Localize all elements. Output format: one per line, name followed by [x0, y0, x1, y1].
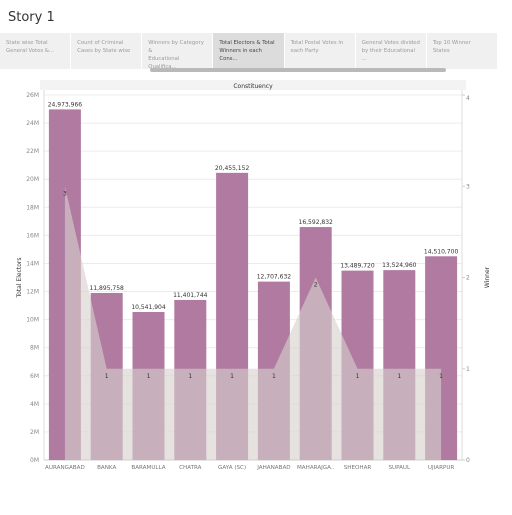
story-tab-label: Winners by Category &: [148, 40, 204, 54]
story-tab-strip: State wise Total General Votes &... Count…: [0, 33, 498, 69]
winner-value-label: 1: [272, 373, 276, 380]
story-tab-7[interactable]: Top 10 Winner States: [427, 33, 498, 69]
x-tick-label: UJIARPUR: [428, 465, 455, 471]
x-tick-label: BARAMULLA: [131, 465, 165, 471]
story-tab-label: Top 10 Winner: [432, 40, 471, 46]
y-tick-label: 8M: [30, 345, 39, 352]
x-tick-label: BANKA: [97, 465, 116, 471]
story-tab-3[interactable]: Winners by Category & Educational Qualifi…: [142, 33, 214, 69]
x-tick-label: SHEOHAR: [344, 465, 372, 471]
winner-value-label: 1: [230, 373, 234, 380]
story-tab-6[interactable]: General Votes divided by their Educationa…: [356, 33, 427, 69]
x-tick-label: GAYA (SC): [218, 465, 246, 471]
winner-value-label: 1: [356, 373, 360, 380]
x-tick-label: JAHANABAD: [256, 465, 290, 471]
y-tick-label: 4M: [30, 401, 39, 408]
winner-value-label: 1: [439, 373, 443, 380]
x-tick-label: SUPAUL: [388, 465, 411, 471]
bar-value-label: 11,401,744: [173, 292, 208, 299]
y-tick-label: 2M: [30, 429, 39, 436]
y-tick-label: 22M: [26, 148, 39, 155]
y-tick-label: 10M: [26, 317, 39, 324]
winner-value-label: 1: [147, 373, 151, 380]
y-tick-label: 14M: [26, 260, 39, 267]
winner-value-label: 1: [397, 373, 401, 380]
y-tick-label: 6M: [30, 373, 39, 380]
story-title: Story 1: [8, 10, 55, 25]
story-tab-1[interactable]: State wise Total General Votes &...: [0, 33, 72, 69]
winner-area: [64, 186, 442, 460]
bar-value-label: 14,510,700: [424, 248, 459, 255]
story-tab-2[interactable]: Count of Criminal Cases by State wise: [71, 33, 143, 69]
bar-value-label: 16,592,832: [299, 219, 334, 226]
story-tab-label: each Party: [290, 48, 319, 54]
bar-value-label: 12,707,632: [257, 274, 292, 281]
winner-value-label: 1: [188, 373, 192, 380]
winner-value-label: 2: [314, 282, 318, 289]
story-tab-4[interactable]: Total Electors & Total Winners in each Co…: [213, 33, 285, 69]
y-tick-label: 24M: [26, 120, 39, 127]
y-tick-label: 18M: [26, 204, 39, 211]
story-tab-5[interactable]: Total Postal Votes in each Party: [285, 33, 356, 69]
bar-value-label: 11,895,758: [90, 285, 125, 292]
y2-tick-label: 1: [466, 366, 470, 373]
bar-value-label: 20,455,152: [215, 165, 250, 172]
x-tick-label: MAHARAJGA..: [297, 465, 335, 471]
y-axis-title: Total Electors: [16, 258, 23, 299]
y-tick-label: 16M: [26, 232, 39, 239]
tab-scrollbar[interactable]: [150, 68, 446, 72]
y2-tick-label: 2: [466, 275, 470, 282]
bar-value-label: 10,541,904: [131, 304, 166, 311]
x-tick-label: AURANGABAD: [45, 465, 85, 471]
y2-axis-title: Winner: [484, 266, 491, 288]
y2-tick-label: 4: [466, 95, 470, 102]
y2-tick-label: 0: [466, 457, 470, 464]
story-tab-label: Winners in each Cons...: [219, 48, 262, 62]
y-tick-label: 26M: [26, 92, 39, 99]
winner-value-label: 1: [105, 373, 109, 380]
y-tick-label: 0M: [30, 457, 39, 464]
bar-value-label: 13,489,720: [340, 263, 375, 270]
story-tab-label: Cases by State wise: [77, 48, 131, 54]
story-tab-label: Total Electors & Total: [219, 40, 275, 46]
y2-tick-label: 3: [466, 183, 470, 190]
bar-value-label: 24,973,966: [48, 101, 83, 108]
y-tick-label: 12M: [26, 289, 39, 296]
story-tab-label: Count of Criminal: [77, 40, 124, 46]
story-tab-label: State wise Total: [6, 40, 48, 46]
chart-title-band: [40, 80, 466, 90]
bar-value-label: 13,524,960: [382, 262, 417, 269]
story-tab-label: by their Educational ...: [361, 48, 415, 62]
story-tab-label: Educational Qualifica...: [148, 56, 180, 69]
story-tab-label: Total Postal Votes in: [290, 40, 344, 46]
story-tab-label: General Votes divided: [361, 40, 420, 46]
story-tab-label: States: [432, 48, 450, 54]
chart-title: Constituency: [233, 83, 273, 90]
winner-value-label: 3: [63, 190, 67, 197]
x-tick-label: CHATRA: [179, 465, 202, 471]
y-tick-label: 20M: [26, 176, 39, 183]
story-tab-label: General Votes &...: [6, 48, 54, 54]
